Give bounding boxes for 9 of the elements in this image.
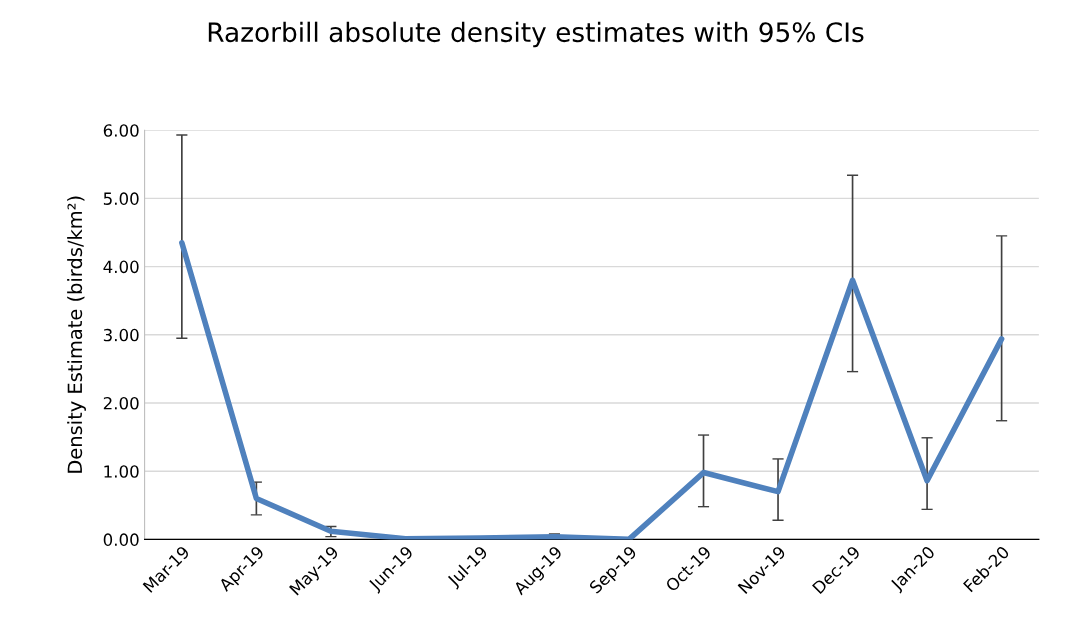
y-tick-label: 0.00 — [103, 533, 139, 546]
y-tick-label: 4.00 — [103, 260, 139, 274]
y-tick-label: 5.00 — [103, 192, 139, 205]
y-tick-label: 3.00 — [103, 328, 139, 342]
y-axis-title: Density Estimate (birds/km²) — [67, 196, 86, 473]
y-tick-label: 1.00 — [104, 465, 139, 478]
y-tick-label: 6.00 — [103, 124, 139, 137]
y-tick-label: 2.00 — [103, 396, 139, 410]
chart-title: Razorbill absolute density estimates with 95% CIs — [208, 21, 864, 48]
